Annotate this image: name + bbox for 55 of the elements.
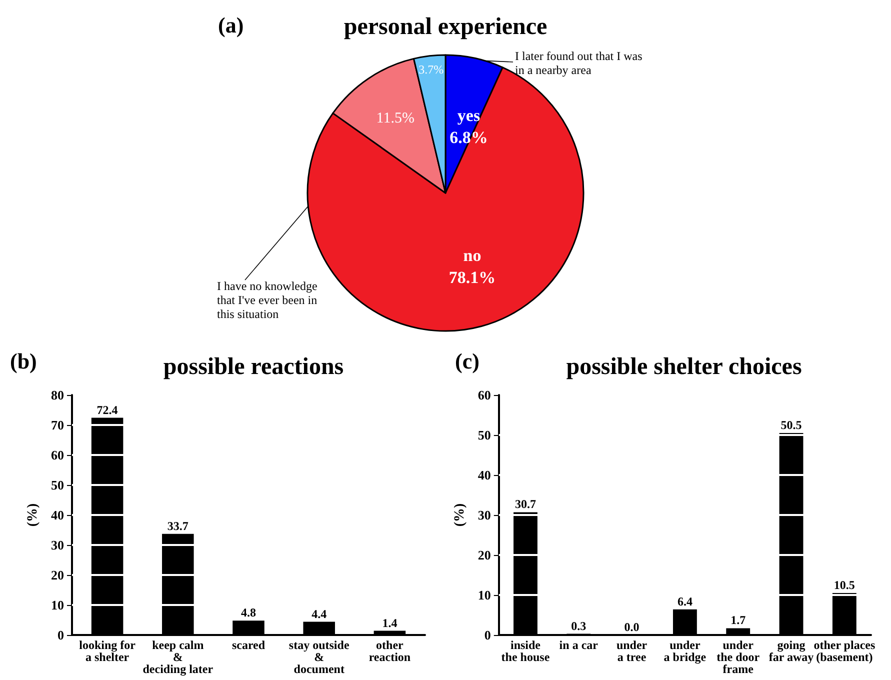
data-label: 50.5 [780, 418, 802, 432]
x-tick-label: going far away [768, 638, 814, 664]
x-tick-label: other places (basement) [814, 638, 876, 664]
data-label: 3.7% [418, 62, 444, 77]
y-tick-label: 50 [478, 428, 491, 442]
x-tick-label: in a car [559, 638, 599, 652]
data-label: 11.5% [376, 110, 414, 127]
x-tick-label: under a bridge [664, 638, 707, 664]
y-tick-label: 50 [51, 478, 64, 492]
x-tick-label: stay outside & document [288, 638, 350, 676]
data-label: 33.7 [167, 518, 188, 533]
y-tick-label: 70 [51, 418, 64, 432]
x-tick-label: under a tree [616, 638, 648, 664]
data-label: 78.1% [448, 268, 496, 288]
text: (b) [10, 348, 37, 374]
y-tick-label: 60 [478, 388, 491, 402]
data-label: 0.0 [624, 620, 640, 634]
chart-title: possible reactions [163, 354, 344, 380]
data-label: 1.7 [730, 613, 746, 628]
y-tick-label: 40 [51, 508, 64, 522]
data-label: 4.8 [241, 606, 256, 620]
y-tick-label: 10 [478, 588, 491, 602]
y-axis-title: (%) [452, 503, 468, 527]
data-label: 72.4 [96, 402, 118, 417]
y-tick-label: 10 [51, 598, 64, 612]
y-tick-label: 30 [51, 538, 64, 552]
data-label: 0.3 [571, 618, 586, 633]
x-tick-label: looking for a shelter [79, 638, 136, 664]
data-label: 4.4 [312, 606, 327, 621]
y-tick-label: 30 [478, 508, 491, 522]
data-label: 6.4 [677, 594, 692, 608]
x-tick-label: other reaction [368, 638, 411, 664]
data-label: 10.5 [834, 578, 855, 592]
slice-label: I have no knowledge that I've ever been in this situation [217, 279, 318, 321]
data-label: 1.4 [382, 616, 398, 630]
data-label: 30.7 [514, 497, 536, 512]
slice-label: no [463, 246, 482, 266]
y-tick-label: 20 [51, 568, 64, 582]
chart-title: possible shelter choices [566, 354, 802, 380]
text: (a) [218, 12, 244, 38]
x-tick-label: scared [232, 638, 266, 652]
y-tick-label: 20 [478, 548, 491, 562]
y-tick-label: 0 [484, 628, 491, 642]
slice-label: yes [457, 106, 480, 126]
x-tick-label: keep calm & deciding later [142, 638, 214, 676]
chart-title: personal experience [344, 14, 548, 40]
x-tick-label: under the door frame [716, 638, 760, 676]
y-tick-label: 40 [478, 468, 491, 482]
x-tick-label: inside the house [501, 638, 550, 664]
y-tick-label: 80 [51, 388, 64, 402]
y-tick-label: 0 [58, 628, 64, 642]
slice-label: I later found out that I was in a nearby area [515, 49, 643, 77]
text: (c) [455, 348, 480, 374]
y-axis-title: (%) [26, 503, 41, 527]
y-tick-label: 60 [51, 448, 64, 462]
